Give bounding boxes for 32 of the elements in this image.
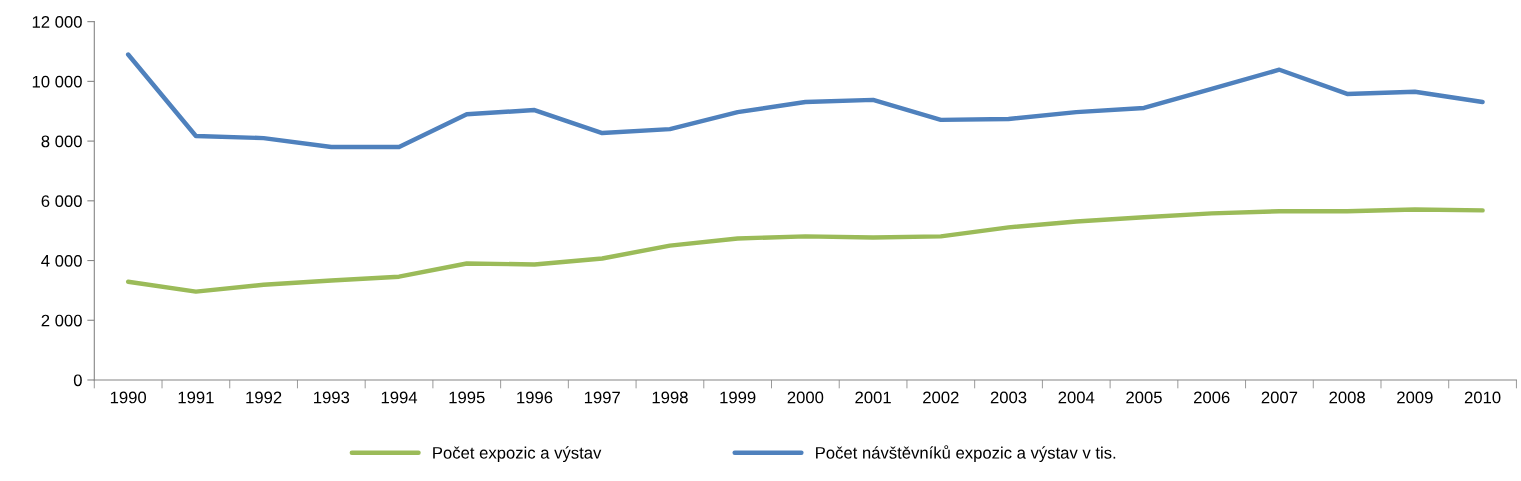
- y-tick-label: 0: [73, 374, 82, 387]
- y-tick-label: 2 000: [41, 314, 82, 327]
- y-tick-label: 4 000: [41, 254, 82, 267]
- x-tick-label: 1994: [381, 391, 418, 404]
- y-tick-label: 8 000: [41, 135, 82, 148]
- x-tick-label: 1997: [584, 391, 620, 404]
- x-tick-label: 1995: [449, 391, 485, 404]
- x-tick-label: 2007: [1261, 391, 1298, 404]
- y-tick-label: 10 000: [32, 75, 82, 88]
- x-tick-label: 2006: [1194, 391, 1230, 404]
- y-tick-label: 12 000: [32, 16, 82, 28]
- x-tick-label: 1990: [110, 391, 147, 404]
- x-tick-label: 2008: [1329, 391, 1365, 404]
- x-tick-label: 1991: [178, 391, 214, 404]
- legend-label: Počet návštěvníků expozic a výstav v tis.: [816, 445, 1116, 463]
- x-tick-label: 1998: [652, 391, 688, 404]
- x-tick-label: 2004: [1058, 391, 1095, 404]
- x-tick-label: 1993: [314, 391, 350, 404]
- x-tick-label: 2003: [990, 391, 1027, 404]
- x-tick-label: 1992: [246, 391, 282, 404]
- line-series: [125, 207, 1485, 294]
- x-tick-label: 2001: [855, 391, 891, 404]
- y-tick-label: 6 000: [41, 195, 82, 208]
- x-tick-label: 1996: [517, 391, 553, 404]
- x-tick-label: 2010: [1464, 391, 1501, 404]
- x-tick-label: 2005: [1126, 391, 1162, 404]
- x-tick-label: 2002: [923, 391, 959, 404]
- legend-label: Počet expozic a výstav: [433, 446, 602, 463]
- x-tick-label: 2009: [1397, 391, 1433, 404]
- x-tick-label: 1999: [720, 391, 756, 404]
- x-tick-label: 2000: [787, 391, 824, 404]
- line-series: [125, 52, 1485, 150]
